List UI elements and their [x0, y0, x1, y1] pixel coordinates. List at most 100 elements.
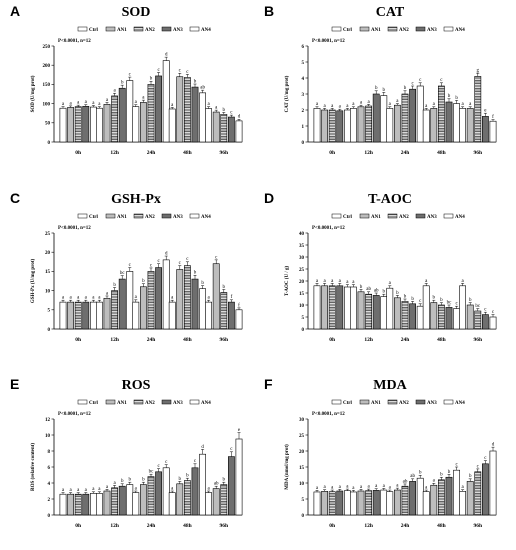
- legend-label: Ctrl: [89, 401, 98, 406]
- legend-swatch: [443, 399, 454, 405]
- legend-swatch: [387, 26, 398, 32]
- bar: [445, 476, 453, 516]
- bar: [466, 481, 474, 516]
- bar: [336, 490, 344, 516]
- bar: [126, 484, 134, 516]
- y-tick-label: 0: [48, 328, 51, 333]
- significance-letter: b: [396, 291, 399, 296]
- y-tick-label: 20: [45, 251, 51, 256]
- bar: [132, 106, 140, 143]
- legend: Ctrl AN1 AN2 AN3 AN4: [77, 26, 211, 33]
- y-tick-label: 10: [45, 434, 51, 439]
- x-tick-label: 96h: [220, 337, 229, 343]
- legend-swatch: [387, 213, 398, 219]
- legend-label: AN4: [201, 28, 211, 33]
- bar: [235, 309, 243, 330]
- bar: [162, 259, 170, 330]
- bar: [313, 285, 321, 330]
- significance-letter: c: [455, 302, 458, 307]
- legend: Ctrl AN1 AN2 AN3 AN4: [331, 213, 465, 220]
- chart-panel-b: B CAT Ctrl AN1 AN2 AN3 AN4 P<0.0001, n=12 0 1 2 3 4 5…: [264, 3, 497, 156]
- significance-letter: a: [62, 296, 65, 301]
- x-tick-label: 0h: [75, 150, 81, 156]
- bar: [132, 301, 140, 330]
- bar: [344, 286, 351, 330]
- stat-annotation: P<0.0001, n=12: [312, 226, 345, 231]
- panel-title: ROS: [122, 378, 151, 393]
- significance-letter: b: [142, 478, 145, 483]
- significance-letter: b: [448, 470, 451, 475]
- legend-swatch: [443, 26, 454, 32]
- legend-label: AN1: [117, 28, 127, 33]
- legend: Ctrl AN1 AN2 AN3 AN4: [331, 26, 465, 33]
- x-tick-label: 96h: [220, 523, 229, 529]
- significance-letter: a: [77, 101, 80, 106]
- significance-letter: a: [98, 102, 101, 107]
- legend-label: AN4: [455, 401, 465, 406]
- significance-letter: a: [367, 100, 370, 105]
- bar: [422, 109, 430, 143]
- significance-letter: a: [331, 485, 334, 490]
- significance-letter: b: [404, 86, 407, 91]
- significance-letter: a: [339, 105, 342, 110]
- significance-letter: f: [238, 303, 240, 308]
- bar: [430, 484, 438, 516]
- bar: [220, 114, 228, 143]
- significance-letter: d: [165, 251, 168, 256]
- x-tick-label: 12h: [110, 523, 119, 529]
- bar: [489, 450, 497, 516]
- legend: Ctrl AN1 AN2 AN3 AN4: [77, 399, 211, 406]
- bar: [74, 301, 82, 330]
- bar: [67, 107, 74, 143]
- bar: [365, 293, 372, 330]
- legend-label: AN2: [145, 28, 155, 33]
- significance-letter: a: [98, 487, 101, 492]
- bar: [126, 271, 134, 330]
- bar: [321, 109, 328, 143]
- significance-letter: a: [389, 485, 392, 490]
- bar: [111, 487, 118, 516]
- legend-swatch: [105, 26, 116, 32]
- significance-letter: a: [396, 484, 399, 489]
- y-tick-label: 25: [299, 268, 305, 273]
- bar: [235, 120, 243, 143]
- bar: [350, 491, 357, 516]
- bar: [96, 493, 103, 516]
- x-tick-label: 12h: [110, 337, 119, 343]
- bar: [162, 467, 170, 516]
- legend-swatch: [331, 399, 342, 405]
- significance-letter: bc: [149, 470, 155, 475]
- x-tick-label: 48h: [437, 150, 446, 156]
- x-tick-label: 24h: [147, 523, 156, 529]
- significance-letter: a: [77, 488, 80, 493]
- y-tick-label: 20: [299, 450, 305, 455]
- panel-title: MDA: [373, 378, 407, 393]
- bar: [459, 491, 466, 516]
- bar: [380, 489, 388, 516]
- y-tick-label: 25: [299, 434, 305, 439]
- legend-swatch: [133, 399, 144, 405]
- bar: [365, 105, 372, 143]
- significance-letter: a: [316, 279, 319, 284]
- bar: [453, 308, 460, 330]
- bar: [140, 102, 147, 143]
- bar: [228, 301, 235, 330]
- y-tick-label: 0: [48, 141, 51, 146]
- stat-annotation: P<0.0001, n=12: [312, 412, 345, 417]
- significance-letter: bc: [120, 271, 126, 276]
- legend-label: AN1: [117, 215, 127, 220]
- bar: [168, 301, 176, 330]
- bar: [482, 314, 489, 330]
- y-tick-label: 10: [45, 289, 51, 294]
- bar: [118, 87, 126, 143]
- legend-label: AN1: [371, 215, 381, 220]
- legend-swatch: [415, 213, 426, 219]
- stat-annotation: P<0.0001, n=12: [58, 412, 91, 417]
- significance-letter: b: [223, 108, 226, 113]
- significance-letter: b: [383, 88, 386, 93]
- bar: [176, 269, 184, 330]
- significance-letter: c: [455, 462, 458, 467]
- bar: [111, 290, 118, 330]
- bar: [199, 288, 206, 330]
- legend-swatch: [189, 213, 200, 219]
